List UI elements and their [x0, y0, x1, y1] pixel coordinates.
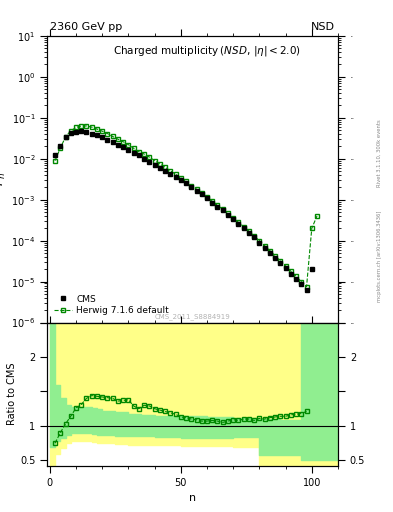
CMS: [278, 260, 283, 266]
CMS: [163, 167, 167, 174]
Line: CMS: CMS: [53, 129, 314, 292]
Herwig 7.1.6 default: [246, 228, 251, 234]
CMS: [68, 130, 73, 136]
CMS: [178, 177, 183, 183]
CMS: [158, 164, 162, 170]
CMS: [110, 139, 115, 145]
CMS: [194, 188, 199, 194]
Herwig 7.1.6 default: [304, 284, 309, 290]
Herwig 7.1.6 default: [116, 136, 120, 142]
CMS: [131, 150, 136, 156]
CMS: [142, 156, 147, 162]
CMS: [84, 129, 89, 135]
CMS: [116, 142, 120, 148]
CMS: [184, 180, 188, 186]
CMS: [262, 244, 267, 250]
CMS: [73, 129, 78, 135]
CMS: [168, 170, 173, 177]
CMS: [246, 230, 251, 236]
CMS: [231, 217, 235, 223]
CMS: [220, 207, 225, 214]
CMS: [63, 135, 68, 141]
CMS: [58, 143, 62, 150]
CMS: [89, 131, 94, 137]
Herwig 7.1.6 default: [79, 123, 84, 129]
CMS: [126, 147, 131, 154]
CMS: [173, 174, 178, 180]
Text: NSD: NSD: [311, 22, 335, 32]
CMS: [152, 161, 157, 167]
Text: Charged multiplicity$\,(NSD,\,|\eta| < 2.0)$: Charged multiplicity$\,(NSD,\,|\eta| < 2…: [113, 45, 301, 58]
Text: 2360 GeV pp: 2360 GeV pp: [50, 22, 122, 32]
Legend: CMS, Herwig 7.1.6 default: CMS, Herwig 7.1.6 default: [51, 292, 171, 318]
CMS: [95, 133, 99, 139]
CMS: [121, 144, 125, 151]
CMS: [226, 211, 230, 218]
Herwig 7.1.6 default: [136, 148, 141, 155]
Herwig 7.1.6 default: [315, 213, 320, 219]
Y-axis label: Ratio to CMS: Ratio to CMS: [7, 363, 17, 425]
CMS: [236, 221, 241, 227]
Herwig 7.1.6 default: [231, 215, 235, 221]
CMS: [283, 265, 288, 271]
CMS: [199, 191, 204, 198]
CMS: [299, 282, 304, 288]
CMS: [210, 200, 215, 206]
Herwig 7.1.6 default: [53, 158, 57, 164]
CMS: [105, 137, 110, 143]
CMS: [257, 240, 262, 246]
CMS: [53, 153, 57, 159]
CMS: [215, 203, 220, 209]
CMS: [136, 153, 141, 159]
CMS: [79, 128, 84, 134]
Text: CMS_2011_S8884919: CMS_2011_S8884919: [155, 313, 230, 319]
Line: Herwig 7.1.6 default: Herwig 7.1.6 default: [53, 124, 319, 288]
CMS: [268, 249, 272, 255]
CMS: [189, 184, 194, 190]
Herwig 7.1.6 default: [309, 225, 314, 231]
Text: Rivet 3.1.10, 300k events: Rivet 3.1.10, 300k events: [377, 120, 382, 187]
Herwig 7.1.6 default: [142, 151, 147, 157]
X-axis label: n: n: [189, 493, 196, 503]
CMS: [205, 195, 209, 201]
Text: mcplots.cern.ch [arXiv:1306.3436]: mcplots.cern.ch [arXiv:1306.3436]: [377, 210, 382, 302]
CMS: [147, 159, 152, 165]
Y-axis label: $P_n$: $P_n$: [0, 172, 8, 186]
CMS: [309, 266, 314, 272]
CMS: [288, 271, 293, 277]
CMS: [241, 225, 246, 231]
CMS: [100, 135, 105, 141]
CMS: [273, 255, 277, 261]
CMS: [294, 276, 298, 282]
CMS: [252, 234, 257, 241]
CMS: [304, 287, 309, 293]
